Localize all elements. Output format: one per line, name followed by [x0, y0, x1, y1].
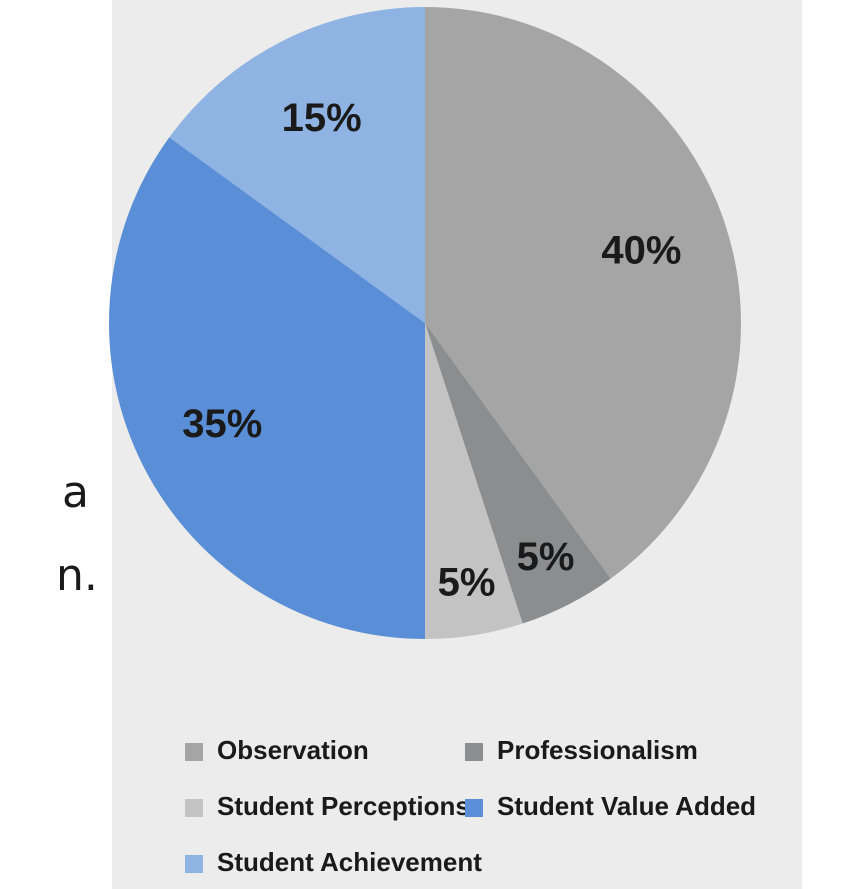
text-fragment: a — [62, 467, 89, 518]
pie-slice — [109, 137, 425, 639]
legend-swatch — [465, 743, 483, 761]
legend-label: Student Perceptions — [217, 791, 470, 821]
legend-swatch — [465, 799, 483, 817]
data-label: 5% — [517, 535, 575, 579]
data-label: 35% — [182, 402, 262, 446]
legend-label: Student Value Added — [497, 791, 756, 821]
legend-label: Student Achievement — [217, 847, 482, 877]
legend-swatch — [185, 855, 203, 873]
pie-slice — [425, 323, 523, 639]
pie-slice — [169, 7, 425, 323]
data-label: 5% — [438, 561, 496, 605]
text-fragment: n. — [56, 550, 98, 601]
legend-swatch — [185, 743, 203, 761]
legend-label: Observation — [217, 735, 369, 765]
pie-slice — [425, 323, 611, 624]
pie-slice — [425, 7, 741, 579]
data-label: 40% — [601, 228, 681, 272]
data-label: 15% — [282, 96, 362, 140]
legend-label: Professionalism — [497, 735, 698, 765]
legend-swatch — [185, 799, 203, 817]
